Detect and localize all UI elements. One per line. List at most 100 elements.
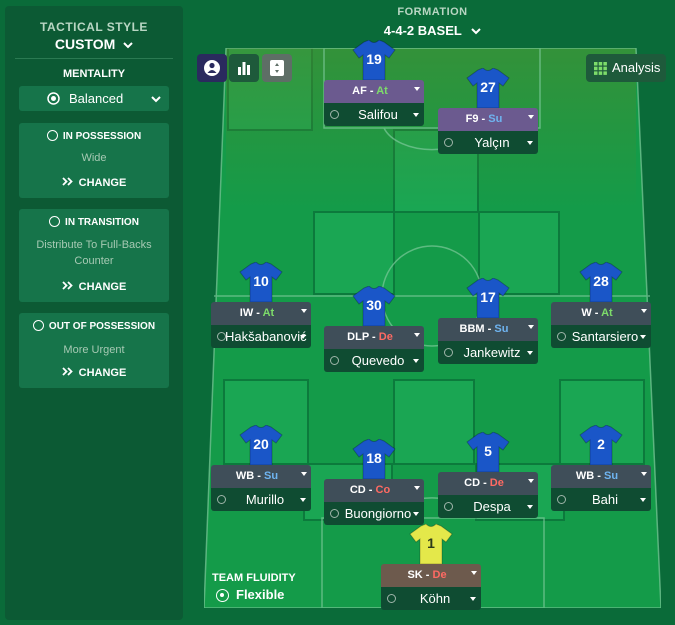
shirt-number: 19 (366, 51, 382, 67)
mentality-label: MENTALITY (62, 68, 126, 80)
shirt-number: 20 (253, 436, 269, 452)
duty-abbr: At (376, 85, 388, 97)
card-description: Wide (81, 152, 107, 164)
shirt-number: 18 (366, 450, 382, 466)
role-select[interactable]: CD - Co (324, 479, 424, 502)
dropdown-arrow-icon (640, 335, 646, 339)
formation-value: 4-4-2 BASEL (383, 23, 462, 38)
dropdown-arrow-icon (528, 479, 534, 483)
role-abbr: BBM (459, 323, 485, 335)
dropdown-arrow-icon (301, 309, 307, 313)
shirt-icon: 30 (352, 285, 396, 327)
shirt-icon: 10 (239, 261, 283, 303)
player-name: Buongiorno (344, 506, 412, 521)
mentality-select[interactable]: Balanced (19, 86, 169, 111)
role-select[interactable]: WB - Su (551, 465, 651, 488)
change-button[interactable]: CHANGE (19, 367, 169, 379)
formation-select[interactable]: 4-4-2 BASEL (204, 23, 661, 38)
change-label: CHANGE (78, 281, 127, 293)
user-icon (204, 60, 220, 76)
player-name: Quevedo (351, 353, 405, 368)
player-select[interactable]: Murillo (211, 488, 311, 511)
role-abbr: CD (349, 484, 366, 496)
analysis-label: Analysis (612, 60, 661, 75)
shirt-number: 5 (484, 443, 492, 459)
shirt-number: 28 (593, 273, 609, 289)
dropdown-arrow-icon (528, 325, 534, 329)
transition-icon (49, 216, 61, 227)
player-select[interactable]: Buongiorno (324, 502, 424, 525)
player-name: Yalçın (474, 135, 510, 150)
player-name: Bahi (591, 492, 619, 507)
player-select[interactable]: Salifou (324, 103, 424, 126)
chevron-down-icon (123, 42, 133, 49)
role-select[interactable]: W - At (551, 302, 651, 325)
role-select[interactable]: BBM - Su (438, 318, 538, 341)
dropdown-arrow-icon (413, 512, 419, 516)
role-abbr: IW (239, 307, 254, 319)
player-profile-icon (330, 356, 339, 365)
divider (15, 58, 173, 59)
dropdown-arrow-icon (527, 141, 533, 145)
role-select[interactable]: IW - At (211, 302, 311, 325)
player-select[interactable]: Santarsiero (551, 325, 651, 348)
player-name: Hakšabanović (225, 329, 307, 344)
dropdown-arrow-icon (413, 359, 419, 363)
role-select[interactable]: WB - Su (211, 465, 311, 488)
dropdown-arrow-icon (640, 498, 646, 502)
double-chevron-right-icon (62, 177, 73, 186)
player-select[interactable]: Bahi (551, 488, 651, 511)
dropdown-arrow-icon (471, 571, 477, 575)
player-view-button[interactable] (197, 54, 227, 82)
compare-view-button[interactable] (262, 54, 292, 82)
formation-label: FORMATION (397, 6, 468, 18)
mentality-icon (47, 92, 60, 105)
role-select[interactable]: SK - De (381, 564, 481, 587)
card-title: OUT OF POSSESSION (48, 321, 156, 332)
player-select[interactable]: Despa (438, 495, 538, 518)
role-abbr: WB (575, 470, 595, 482)
player-profile-icon (330, 509, 339, 518)
card-title: IN POSSESSION (62, 131, 142, 142)
change-button[interactable]: CHANGE (19, 281, 169, 293)
player-profile-icon (217, 332, 226, 341)
football-icon (46, 130, 58, 141)
player-profile-icon (557, 332, 566, 341)
chevron-down-icon (471, 28, 481, 35)
change-label: CHANGE (78, 367, 127, 379)
player-select[interactable]: Köhn (381, 587, 481, 610)
tactical-style-value: CUSTOM (54, 36, 116, 52)
role-abbr: F9 (465, 113, 479, 125)
player-name: Jankewitz (463, 345, 521, 360)
mentality-value: Balanced (69, 91, 124, 106)
dropdown-arrow-icon (641, 309, 647, 313)
player-name: Despa (473, 499, 511, 514)
duty-abbr: Su (488, 113, 503, 125)
role-select[interactable]: AF - At (324, 80, 424, 103)
role-select[interactable]: F9 - Su (438, 108, 538, 131)
player-profile-icon (387, 594, 396, 603)
dropdown-arrow-icon (527, 351, 533, 355)
player-select[interactable]: Quevedo (324, 349, 424, 372)
player-select[interactable]: Jankewitz (438, 341, 538, 364)
shirt-icon: 5 (466, 431, 510, 473)
dropdown-arrow-icon (414, 486, 420, 490)
player-name: Salifou (358, 107, 398, 122)
dropdown-arrow-icon (300, 498, 306, 502)
tactical-style-select[interactable]: CUSTOM (5, 36, 183, 52)
shirt-icon: 27 (466, 67, 510, 109)
role-abbr: SK (407, 569, 423, 581)
shirt-icon: 2 (579, 424, 623, 466)
player-select[interactable]: Hakšabanović (211, 325, 311, 348)
double-chevron-right-icon (62, 367, 73, 376)
change-button[interactable]: CHANGE (19, 177, 169, 189)
duty-abbr: Co (375, 484, 391, 496)
stats-view-button[interactable] (229, 54, 259, 82)
shirt-icon: 28 (579, 261, 623, 303)
role-select[interactable]: DLP - De (324, 326, 424, 349)
shirt-icon: 19 (352, 39, 396, 81)
role-select[interactable]: CD - De (438, 472, 538, 495)
analysis-button[interactable]: Analysis (586, 54, 666, 82)
player-select[interactable]: Yalçın (438, 131, 538, 154)
shirt-number: 27 (480, 79, 496, 95)
